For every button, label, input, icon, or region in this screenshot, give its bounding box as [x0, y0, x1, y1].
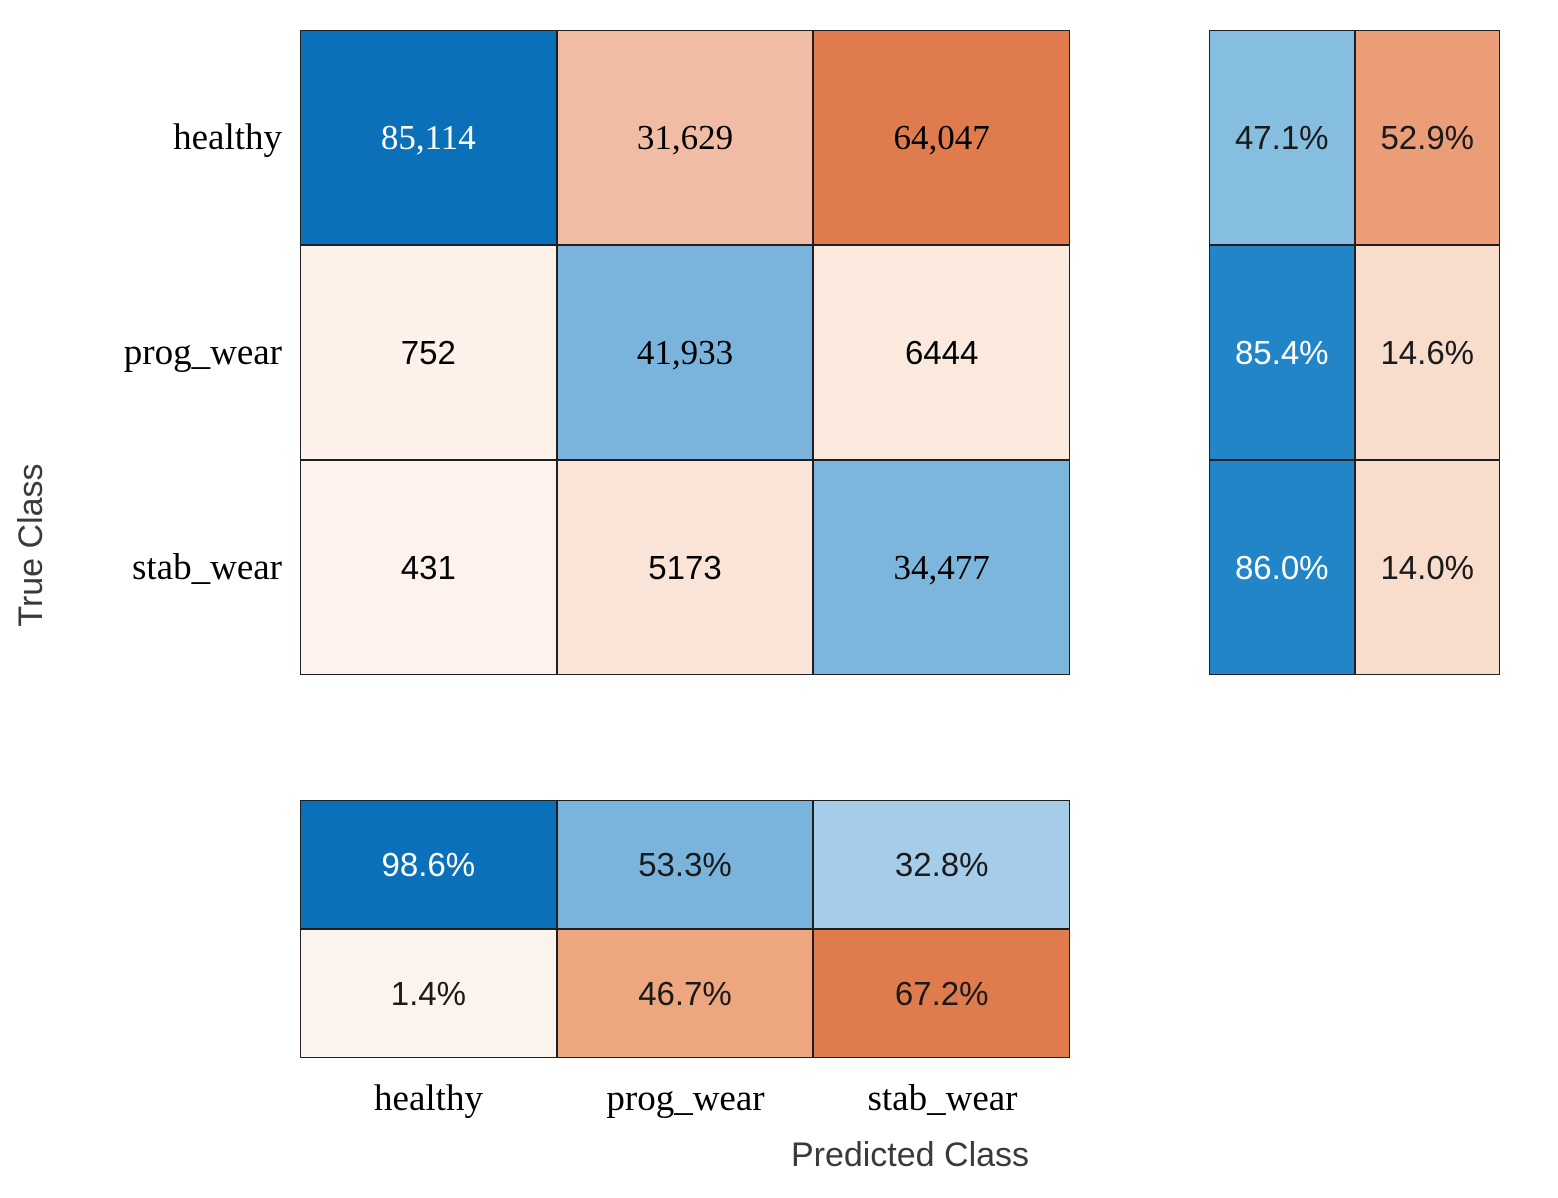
col-summary-cell: 53.3% — [557, 801, 813, 928]
col-summary-cell: 1.4% — [301, 930, 556, 1057]
confusion-matrix-grid: 85,114 31,629 64,047 752 41,933 6444 431 5173 34… — [300, 30, 1070, 675]
x-tick-label-healthy: healthy — [374, 1077, 483, 1119]
column-summary-grid: 98.6% 53.3% 32.8% 1.4% 46.7% 67.2% — [300, 800, 1070, 1058]
y-tick-label-healthy: healthy — [173, 117, 282, 158]
col-summary-cell: 32.8% — [814, 801, 1069, 928]
col-summary-cell: 46.7% — [557, 930, 813, 1057]
confusion-cell: 85,114 — [301, 31, 556, 244]
row-summary-cell: 47.1% — [1210, 31, 1354, 244]
col-summary-cell: 67.2% — [814, 930, 1069, 1057]
row-summary-cell: 14.6% — [1355, 246, 1499, 459]
confusion-cell: 431 — [301, 461, 556, 674]
x-axis-label: Predicted Class — [790, 1136, 1030, 1174]
y-tick-label-prog-wear: prog_wear — [123, 332, 282, 373]
confusion-cell: 31,629 — [557, 31, 813, 244]
row-summary-grid: 47.1% 52.9% 85.4% 14.6% 86.0% 14.0% — [1209, 30, 1500, 675]
confusion-cell: 64,047 — [814, 31, 1069, 244]
x-tick-label-prog-wear: prog_wear — [606, 1077, 765, 1119]
y-tick-label-stab-wear: stab_wear — [132, 547, 282, 588]
col-summary-cell: 98.6% — [301, 801, 556, 928]
row-summary-cell: 14.0% — [1355, 461, 1499, 674]
confusion-cell: 34,477 — [814, 461, 1069, 674]
row-summary-cell: 85.4% — [1210, 246, 1354, 459]
confusion-cell: 6444 — [814, 246, 1069, 459]
confusion-cell: 752 — [301, 246, 556, 459]
confusion-cell: 5173 — [557, 461, 813, 674]
confusion-cell: 41,933 — [557, 246, 813, 459]
row-summary-cell: 86.0% — [1210, 461, 1354, 674]
x-tick-label-stab-wear: stab_wear — [867, 1077, 1018, 1119]
row-summary-cell: 52.9% — [1355, 31, 1499, 244]
